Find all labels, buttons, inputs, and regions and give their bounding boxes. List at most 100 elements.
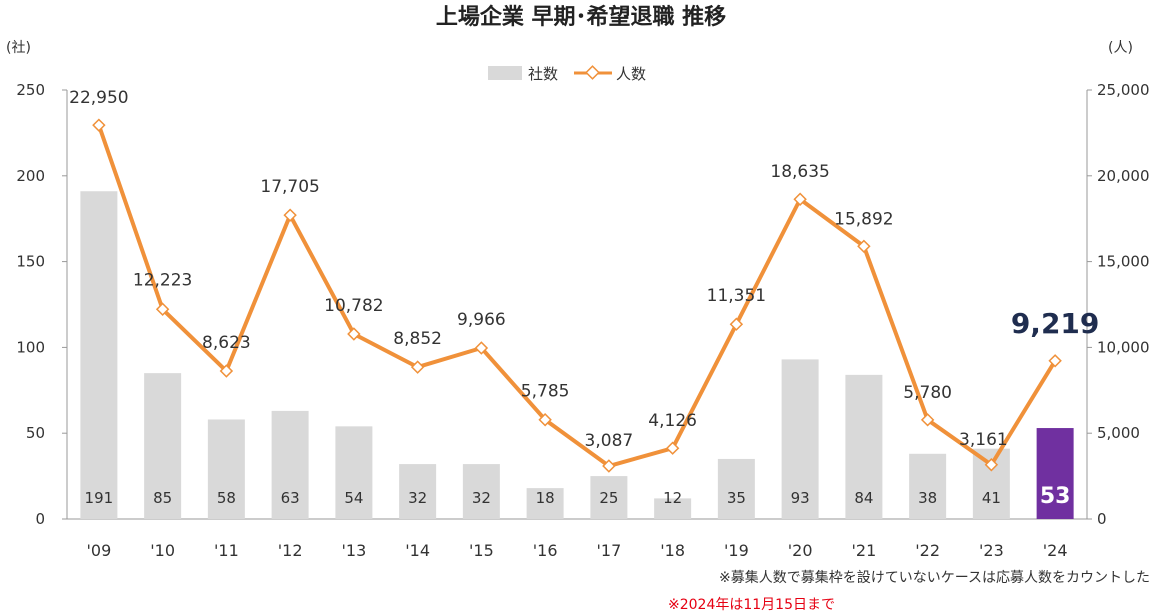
bar xyxy=(909,453,947,519)
line-value-label: 8,623 xyxy=(202,333,251,353)
bar-value-label: 53 xyxy=(1040,484,1071,509)
line-marker xyxy=(602,459,616,473)
x-tick-label: '17 xyxy=(596,541,621,560)
line-marker xyxy=(410,360,425,374)
x-tick-label: '12 xyxy=(278,541,303,560)
line-value-label: 9,219 xyxy=(1011,307,1100,340)
line-value-label: 9,966 xyxy=(457,310,506,330)
line-path xyxy=(96,124,1057,469)
left-axis-unit: (社) xyxy=(6,40,31,56)
x-tick-label: '24 xyxy=(1043,541,1068,560)
bar-value-label: 18 xyxy=(536,489,555,507)
bar xyxy=(590,476,628,519)
bar xyxy=(335,426,373,519)
bar-value-label: 32 xyxy=(472,489,491,507)
legend-line-marker xyxy=(585,65,600,80)
right-tick-label: 10,000 xyxy=(1097,338,1150,356)
bar xyxy=(717,458,755,519)
bar xyxy=(526,488,564,519)
bar-value-label: 63 xyxy=(281,489,300,507)
line-marker xyxy=(347,327,361,341)
bar xyxy=(399,464,437,519)
x-tick-label: '11 xyxy=(214,541,239,560)
x-tick-label: '21 xyxy=(851,541,876,560)
line-marker xyxy=(793,192,807,206)
bar xyxy=(207,419,245,519)
line-value-label: 10,782 xyxy=(324,296,383,316)
line-marker xyxy=(283,208,297,222)
left-tick-label: 100 xyxy=(16,338,45,356)
bar xyxy=(271,410,309,519)
line-marker xyxy=(665,441,680,455)
bar xyxy=(845,374,883,519)
note-count-method: ※募集人数で募集枠を設けていないケースは応募人数をカウントした xyxy=(719,569,1150,586)
bar-value-label: 12 xyxy=(663,489,682,507)
line-value-label: 11,351 xyxy=(707,286,766,306)
x-tick-label: '18 xyxy=(660,541,685,560)
left-tick-label: 250 xyxy=(16,81,45,99)
line-value-label: 3,161 xyxy=(959,430,1008,450)
line-marker xyxy=(920,413,935,427)
right-axis-unit: (人) xyxy=(1108,40,1133,56)
x-tick-label: '20 xyxy=(788,541,813,560)
bar-value-label: 41 xyxy=(982,489,1001,507)
line-marker xyxy=(1048,354,1062,368)
bar-series: 191 85 58 63 54 32 32 18 25 12 35 93 84 38 41 53 xyxy=(80,191,1074,519)
line-series: 22,950 12,223 8,623 17,705 10,782 8,852 9,966 5… xyxy=(69,88,1100,473)
bar xyxy=(144,373,182,519)
line-value-label: 5,780 xyxy=(903,383,952,403)
x-tick-label: '22 xyxy=(915,541,940,560)
line-marker xyxy=(984,458,999,472)
line-marker xyxy=(219,364,234,378)
legend: 社数 人数 xyxy=(488,65,646,83)
left-tick-label: 50 xyxy=(26,424,45,442)
x-tick-label: '13 xyxy=(341,541,366,560)
chart-title: 上場企業 早期･希望退職 推移 xyxy=(436,4,726,30)
line-value-label: 3,087 xyxy=(585,431,634,451)
right-tick-label: 15,000 xyxy=(1097,253,1150,271)
right-tick-label: 25,000 xyxy=(1097,81,1150,99)
bar-value-label: 191 xyxy=(85,489,114,507)
bar xyxy=(80,191,118,519)
line-value-label: 4,126 xyxy=(648,411,697,431)
line-marker xyxy=(538,413,552,427)
x-tick-label: '15 xyxy=(469,541,494,560)
bar xyxy=(654,498,692,519)
legend-line-label: 人数 xyxy=(616,65,646,83)
bar xyxy=(462,464,500,519)
bar-value-label: 32 xyxy=(408,489,427,507)
line-value-label: 18,635 xyxy=(770,162,829,182)
bar-value-label: 25 xyxy=(599,489,618,507)
right-tick-label: 5,000 xyxy=(1097,424,1140,442)
bar-value-label: 84 xyxy=(854,489,873,507)
right-tick-label: 0 xyxy=(1097,510,1107,528)
bar-value-label: 93 xyxy=(791,489,810,507)
bar-highlight xyxy=(1036,428,1074,519)
line-marker xyxy=(474,341,489,355)
line-value-label: 5,785 xyxy=(521,382,570,402)
x-tick-label: '19 xyxy=(724,541,749,560)
line-value-label: 22,950 xyxy=(69,88,128,108)
x-tick-label: '14 xyxy=(405,541,430,560)
left-tick-label: 0 xyxy=(35,510,45,528)
right-tick-label: 20,000 xyxy=(1097,167,1150,185)
bar xyxy=(781,359,819,519)
bar-value-label: 35 xyxy=(727,489,746,507)
line-marker xyxy=(155,302,170,316)
x-tick-label: '23 xyxy=(979,541,1004,560)
line-value-label: 8,852 xyxy=(393,329,442,349)
legend-bar-swatch xyxy=(488,66,522,80)
line-value-label: 15,892 xyxy=(834,209,893,229)
bar-value-label: 38 xyxy=(918,489,937,507)
x-tick-label: '09 xyxy=(86,541,111,560)
x-tick-label: '10 xyxy=(150,541,175,560)
x-tick-label: '16 xyxy=(533,541,558,560)
left-tick-label: 150 xyxy=(16,253,45,271)
note-date-cutoff: ※2024年は11月15日まで xyxy=(668,597,835,613)
left-tick-label: 200 xyxy=(16,167,45,185)
line-value-label: 12,223 xyxy=(133,270,192,290)
line-marker xyxy=(92,118,106,132)
bar-value-label: 54 xyxy=(344,489,363,507)
line-marker xyxy=(729,317,744,331)
